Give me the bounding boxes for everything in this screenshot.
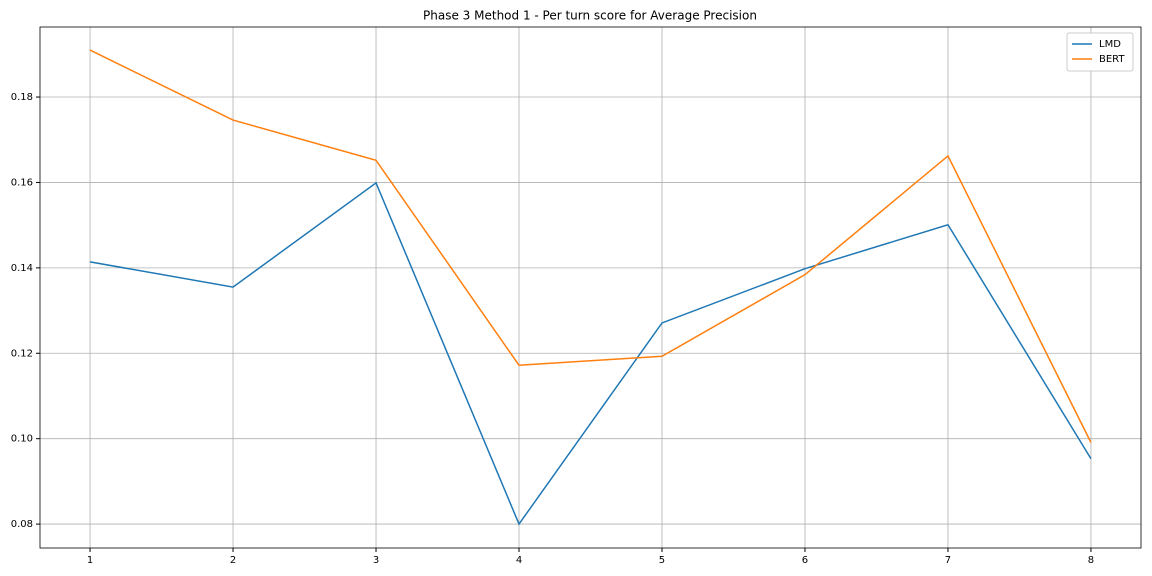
x-tick-label: 1: [87, 555, 93, 566]
x-tick-label: 5: [659, 555, 665, 566]
legend-box: [1066, 32, 1134, 72]
x-tick-label: 7: [945, 555, 951, 566]
x-tick-label: 2: [230, 555, 236, 566]
plot-frame: [39, 26, 1142, 549]
x-tick-label: 4: [516, 555, 522, 566]
chart-title: Phase 3 Method 1 - Per turn score for Av…: [423, 9, 757, 23]
y-tick-label: 0.14: [11, 263, 33, 274]
y-tick-label: 0.10: [11, 434, 33, 445]
legend-label: LMD: [1099, 39, 1121, 50]
x-tick-label: 6: [802, 555, 808, 566]
legend: LMD BERT: [1066, 32, 1134, 72]
x-tick-label: 3: [373, 555, 379, 566]
x-tick-label: 8: [1088, 555, 1094, 566]
y-tick-label: 0.18: [11, 92, 33, 103]
y-tick-label: 0.08: [11, 519, 33, 530]
y-tick-label: 0.12: [11, 348, 33, 359]
legend-label: BERT: [1099, 54, 1125, 65]
y-tick-label: 0.16: [11, 177, 33, 188]
line: [89, 181, 1092, 526]
line: [89, 49, 1092, 443]
